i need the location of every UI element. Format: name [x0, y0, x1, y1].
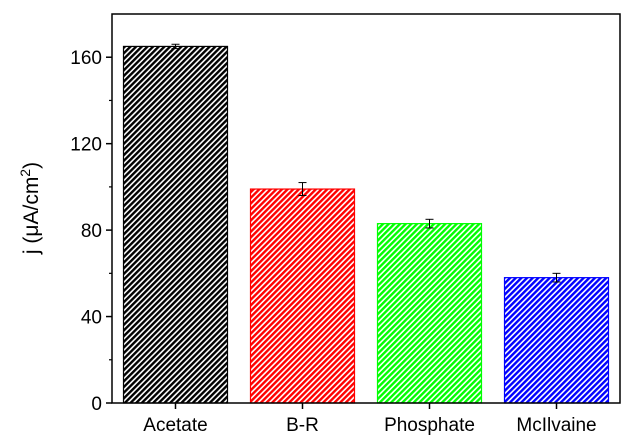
axes-group	[111, 13, 621, 404]
y-tick-label: 40	[81, 308, 102, 329]
y-axis-title-close: )	[20, 162, 43, 169]
ticks-group: Acetate B-R Phosphate McIlvaine 0 40 80 120 160	[70, 48, 596, 436]
bar-mcilvaine	[503, 277, 610, 404]
error-bar-b-r	[298, 182, 307, 197]
x-tick-label-phosphate: Phosphate	[384, 415, 475, 436]
error-bar-acetate	[171, 43, 180, 50]
error-bars-group	[171, 43, 561, 283]
bar-acetate	[122, 45, 229, 404]
x-tick-label-b-r: B-R	[286, 415, 319, 436]
y-tick-label: 80	[81, 221, 102, 242]
x-tick-label-mcilvaine: McIlvaine	[516, 415, 596, 436]
error-bar-mcilvaine	[552, 272, 561, 283]
y-axis-title: j (μA/cm2)	[17, 162, 43, 255]
error-bar-phosphate	[425, 218, 434, 229]
y-axis-title-main: j (μA/cm	[20, 177, 43, 255]
bar-b-r	[249, 188, 356, 404]
bar-phosphate	[376, 223, 483, 404]
y-axis-title-superscript: 2	[17, 169, 33, 177]
x-tick-label-acetate: Acetate	[143, 415, 207, 436]
y-tick-label: 0	[91, 394, 102, 415]
y-tick-label: 160	[70, 48, 102, 69]
plot-frame	[111, 13, 621, 404]
bars-group	[122, 45, 610, 404]
y-tick-label: 120	[70, 135, 102, 156]
